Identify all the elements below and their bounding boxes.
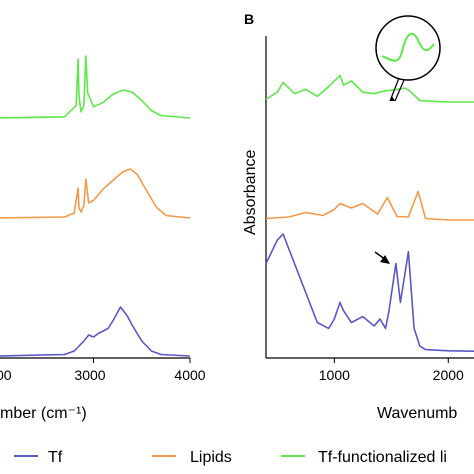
panel-a-x-tick-label: 4000 — [174, 367, 205, 383]
legend: Tf Lipids Tf-functionalized li — [14, 449, 447, 466]
panel-a-x-tick-label: 00 — [0, 367, 12, 383]
inset-peak-line — [381, 32, 435, 62]
legend-label-tf: Tf — [48, 449, 63, 466]
panel-a-series-tf-functionalized-li — [0, 55, 191, 119]
panel-b-series-tf — [265, 233, 474, 352]
panel-a-x-axis-label: mber (cm⁻¹) — [0, 405, 87, 422]
panel-b-x-tick-label: 2000 — [433, 367, 464, 383]
panel-a: 00 3000 4000 mber (cm⁻¹) — [0, 55, 206, 422]
panel-b: B Absorbance 1000 2000 Wavenumb — [242, 11, 474, 422]
peak-arrow-head — [380, 255, 390, 264]
panel-b-y-axis-label: Absorbance — [242, 150, 259, 235]
panel-b-series-tf-functionalized-li — [265, 74, 474, 103]
panel-b-x-tick-label: 1000 — [319, 367, 350, 383]
panel-a-x-tick-label: 3000 — [74, 367, 105, 383]
panel-a-series-tf — [0, 306, 191, 357]
legend-label-lipids: Lipids — [190, 449, 232, 466]
inset-pointer-left — [389, 77, 400, 102]
legend-label-tf-functionalized-li: Tf-functionalized li — [318, 449, 447, 466]
panel-a-series-lipids — [0, 168, 191, 219]
panel-b-letter: B — [244, 11, 254, 27]
panel-b-x-axis-label: Wavenumb — [377, 405, 457, 422]
inset-circle — [375, 15, 441, 81]
inset-pointer-tip — [390, 96, 395, 101]
inset-pointer-right — [394, 79, 405, 102]
panel-b-series-lipids — [265, 190, 474, 221]
